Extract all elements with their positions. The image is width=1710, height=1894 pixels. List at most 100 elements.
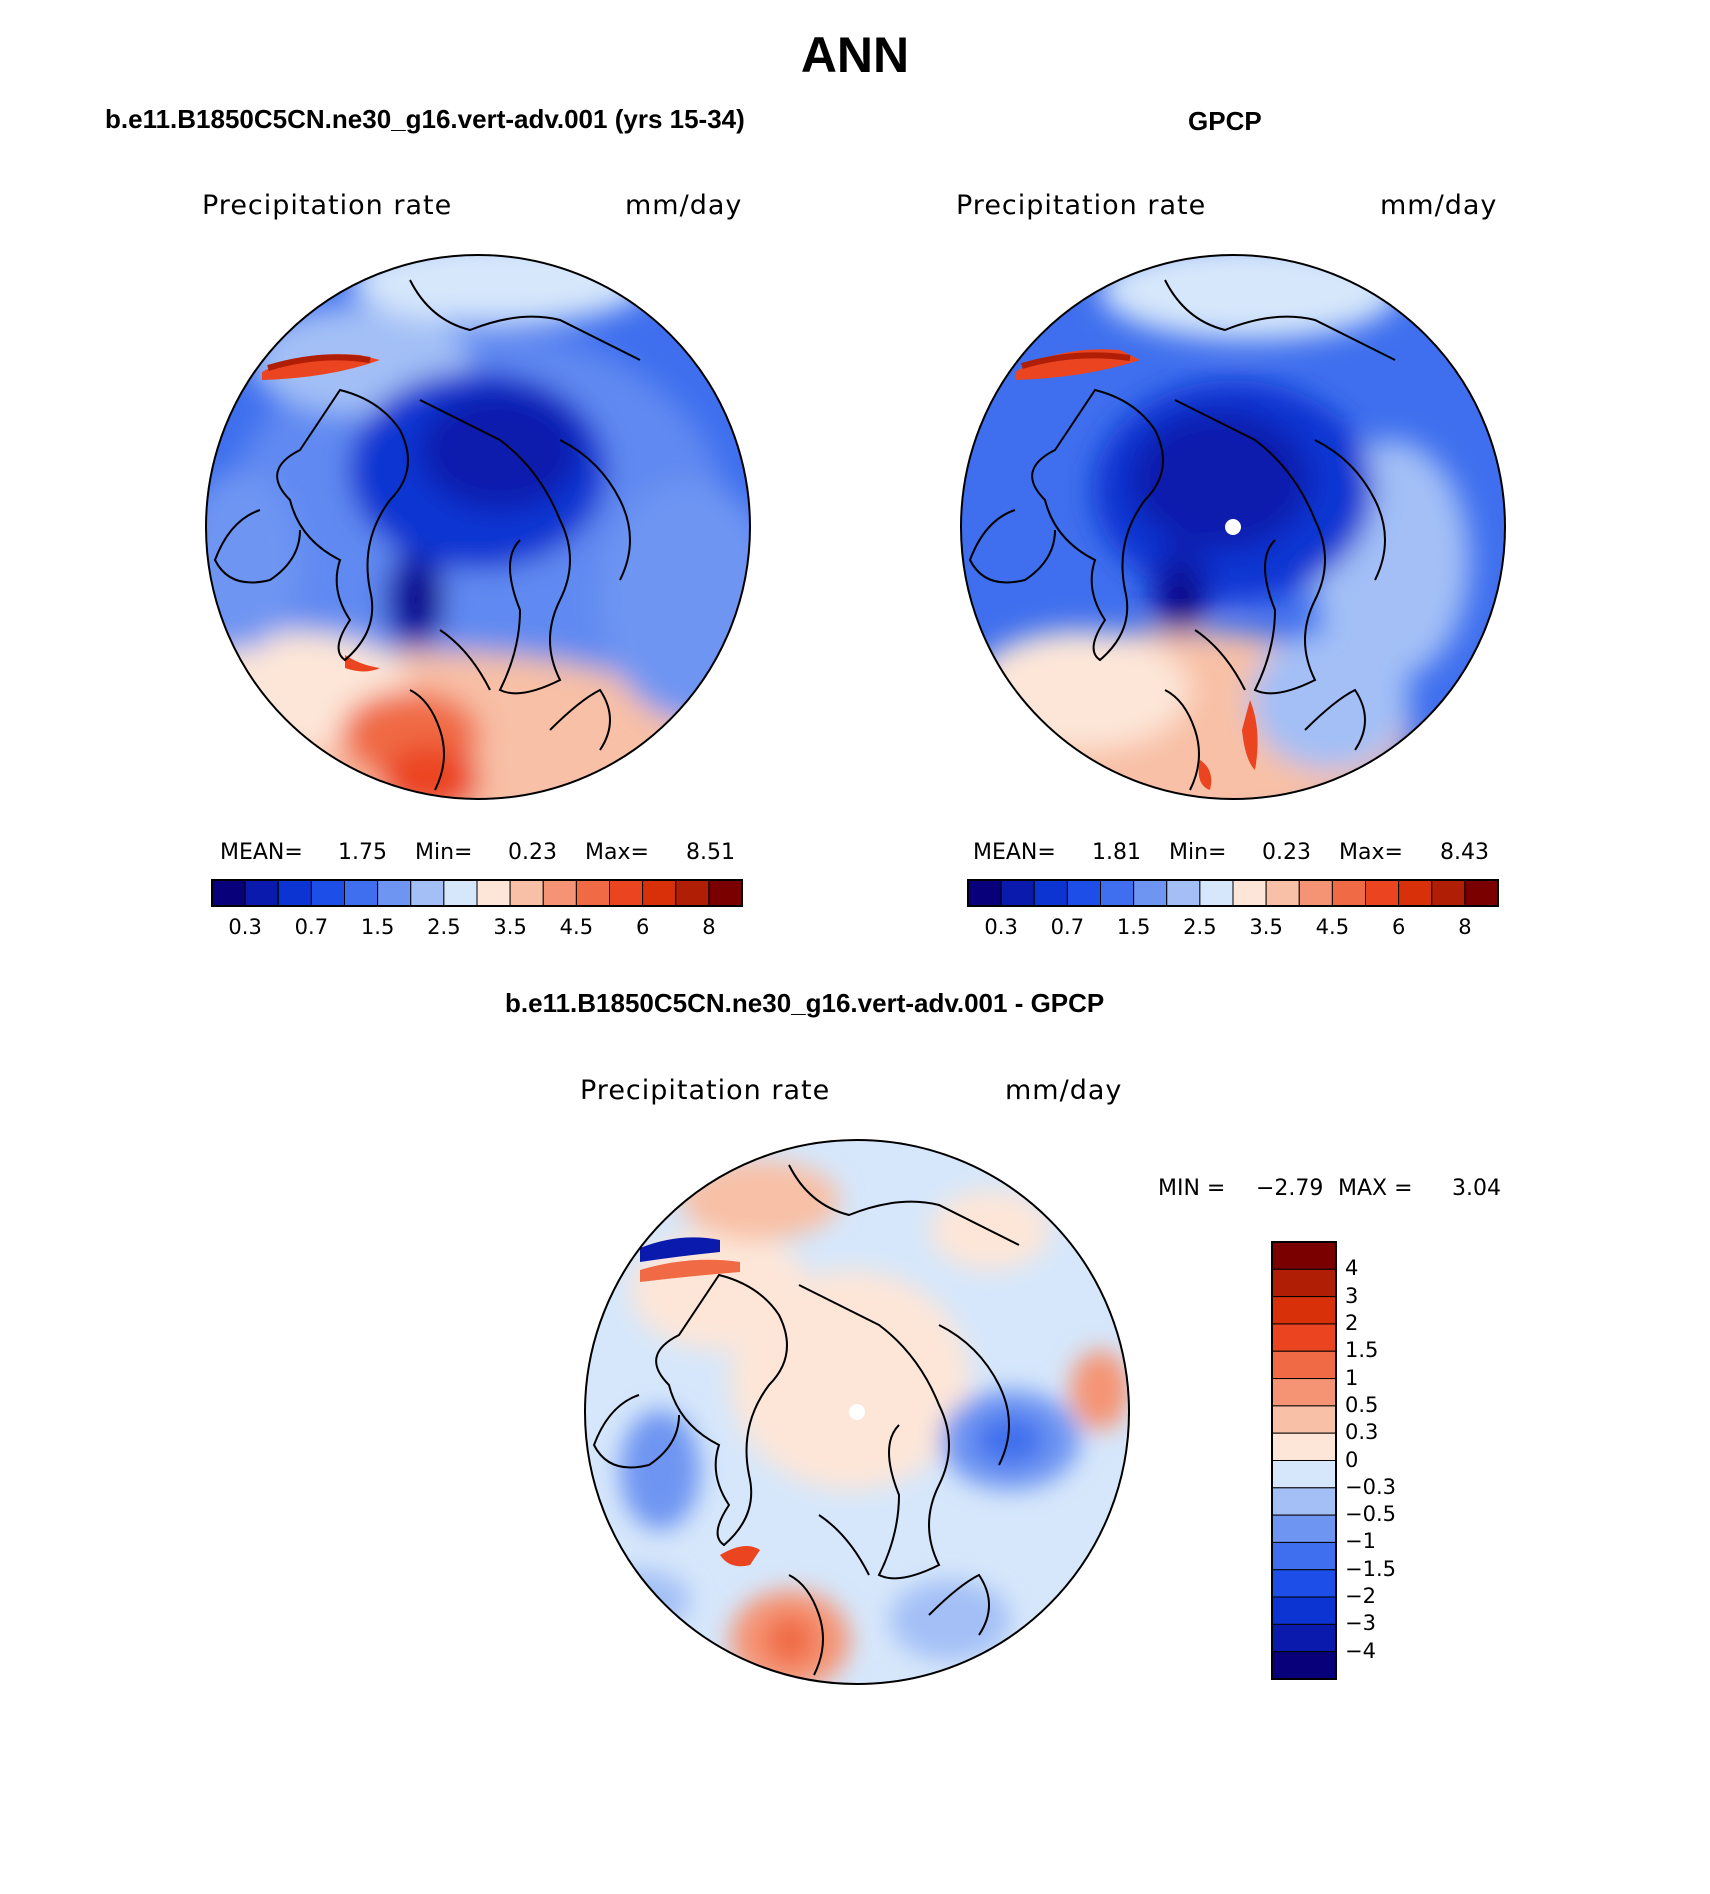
panel-obs-max: 8.43 (1440, 840, 1489, 865)
colorbar-obs-swatch (1166, 879, 1201, 907)
colorbar-model-swatch (476, 879, 511, 907)
colorbar-diff (1271, 1241, 1337, 1680)
colorbar-obs-tick-label: 1.5 (1116, 915, 1151, 939)
colorbar-diff-tick-label: −0.3 (1345, 1474, 1396, 1499)
colorbar-diff-swatch (1271, 1569, 1337, 1598)
colorbar-obs-frame (967, 879, 1499, 907)
colorbar-diff-swatch (1271, 1541, 1337, 1571)
panel-obs-header: GPCP (1188, 106, 1262, 136)
panel-model-mean: 1.75 (338, 840, 387, 865)
colorbar-obs-tick-label: 6 (1391, 915, 1406, 939)
panel-diff-max-label: MAX = (1338, 1176, 1413, 1201)
colorbar-model-swatch (244, 879, 279, 907)
colorbar-obs-swatch (1431, 879, 1466, 907)
colorbar-diff-swatch (1271, 1323, 1337, 1352)
panel-diff-variable: Precipitation rate (580, 1075, 831, 1106)
colorbar-obs-tick-label: 0.7 (1050, 915, 1085, 939)
colorbar-diff-frame (1271, 1241, 1337, 1680)
colorbar-diff-swatch (1271, 1268, 1337, 1298)
colorbar-obs-tick-label: 3.5 (1249, 915, 1283, 939)
colorbar-obs-swatch (1232, 879, 1267, 907)
colorbar-model-swatch (675, 879, 710, 907)
colorbar-model-tick-label: 1.5 (360, 915, 395, 939)
colorbar-model-swatch (310, 879, 345, 907)
colorbar-model-swatch (642, 879, 677, 907)
panel-model-max-label: Max= (585, 840, 649, 865)
colorbar-model-swatch (443, 879, 478, 907)
colorbar-diff-tick-label: −1.5 (1345, 1556, 1396, 1581)
colorbar-model-tick-label: 6 (635, 915, 650, 939)
colorbar-diff-swatch (1271, 1460, 1337, 1489)
colorbar-model-tick-label: 0.7 (294, 915, 329, 939)
colorbar-model-swatch (344, 879, 379, 907)
panel-obs-min: 0.23 (1262, 840, 1311, 865)
colorbar-diff-swatch (1271, 1432, 1337, 1461)
colorbar-diff-tick-label: 0.3 (1345, 1420, 1379, 1445)
panel-model-min: 0.23 (508, 840, 557, 865)
panel-model-header: b.e11.B1850C5CN.ne30_g16.vert-adv.001 (y… (105, 104, 745, 134)
panel-obs-mean: 1.81 (1092, 840, 1141, 865)
colorbar-model-swatch (509, 879, 544, 907)
colorbar-obs-swatch (1133, 879, 1168, 907)
colorbar-model-swatch (708, 879, 743, 907)
colorbar-diff-tick-label: 0 (1345, 1447, 1359, 1472)
colorbar-obs-ticks: 0.3 0.7 1.5 2.5 3.5 4.5 6 8 (968, 915, 1498, 941)
colorbar-obs-swatch (1199, 879, 1234, 907)
colorbar-diff-tick-label: 0.5 (1345, 1392, 1379, 1417)
colorbar-obs-tick-label: 8 (1458, 915, 1472, 939)
colorbar-diff-tick-label: −0.5 (1345, 1502, 1396, 1527)
colorbar-diff-tick-label: 2 (1345, 1310, 1359, 1335)
colorbar-diff-tick-label: 1.5 (1345, 1338, 1379, 1363)
panel-model-variable: Precipitation rate (202, 190, 453, 221)
colorbar-obs-swatch (1464, 879, 1499, 907)
colorbar-obs (967, 879, 1499, 907)
colorbar-obs-swatch (1000, 879, 1035, 907)
colorbar-obs-tick-label: 0.3 (984, 915, 1018, 939)
colorbar-model-tick-label: 3.5 (493, 915, 527, 939)
colorbar-model (211, 879, 743, 907)
colorbar-diff-swatch (1271, 1350, 1337, 1380)
colorbar-obs-swatch (1298, 879, 1333, 907)
colorbar-obs-swatch (1066, 879, 1101, 907)
colorbar-obs-swatch (1265, 879, 1300, 907)
colorbar-obs-swatch (1365, 879, 1400, 907)
colorbar-diff-ticks: 4 3 2 1.5 1 0.5 0.3 0 −0.3 −0.5 −1 −1.5 −2 −3 −4 (1345, 1242, 1465, 1679)
colorbar-diff-tick-label: −1 (1345, 1529, 1376, 1554)
colorbar-diff-swatch (1271, 1514, 1337, 1543)
panel-model-min-label: Min= (415, 840, 473, 865)
colorbar-model-tick-label: 8 (702, 915, 716, 939)
colorbar-obs-swatch (1398, 879, 1433, 907)
panel-model-units: mm/day (625, 190, 743, 221)
colorbar-diff-swatch (1271, 1596, 1337, 1625)
panel-diff-units: mm/day (1005, 1075, 1123, 1106)
colorbar-diff-tick-label: −4 (1345, 1638, 1376, 1663)
colorbar-obs-swatch (967, 879, 1002, 907)
panel-diff-min: −2.79 (1256, 1176, 1324, 1201)
colorbar-diff-tick-label: −2 (1345, 1584, 1376, 1609)
colorbar-model-swatch (277, 879, 312, 907)
colorbar-diff-swatch (1271, 1651, 1337, 1680)
colorbar-obs-tick-label: 4.5 (1315, 915, 1350, 939)
colorbar-diff-tick-label: 1 (1345, 1365, 1359, 1390)
colorbar-diff-swatch (1271, 1487, 1337, 1516)
panel-diff-max: 3.04 (1452, 1176, 1501, 1201)
colorbar-model-swatch (609, 879, 644, 907)
colorbar-model-swatch (377, 879, 412, 907)
colorbar-diff-tick-label: 3 (1345, 1283, 1359, 1308)
colorbar-model-tick-label: 2.5 (427, 915, 461, 939)
panel-diff-min-label: MIN = (1158, 1176, 1226, 1201)
colorbar-model-tick-label: 4.5 (559, 915, 594, 939)
colorbar-obs-swatch (1331, 879, 1366, 907)
colorbar-diff-tick-label: −3 (1345, 1611, 1376, 1636)
colorbar-model-tick-label: 0.3 (228, 915, 262, 939)
colorbar-diff-swatch (1271, 1623, 1337, 1653)
panel-obs-mean-label: MEAN= (973, 840, 1056, 865)
panel-model-mean-label: MEAN= (220, 840, 303, 865)
main-title: ANN (800, 27, 910, 83)
panel-obs-units: mm/day (1380, 190, 1498, 221)
colorbar-diff-swatch (1271, 1378, 1337, 1407)
colorbar-obs-tick-label: 2.5 (1183, 915, 1217, 939)
